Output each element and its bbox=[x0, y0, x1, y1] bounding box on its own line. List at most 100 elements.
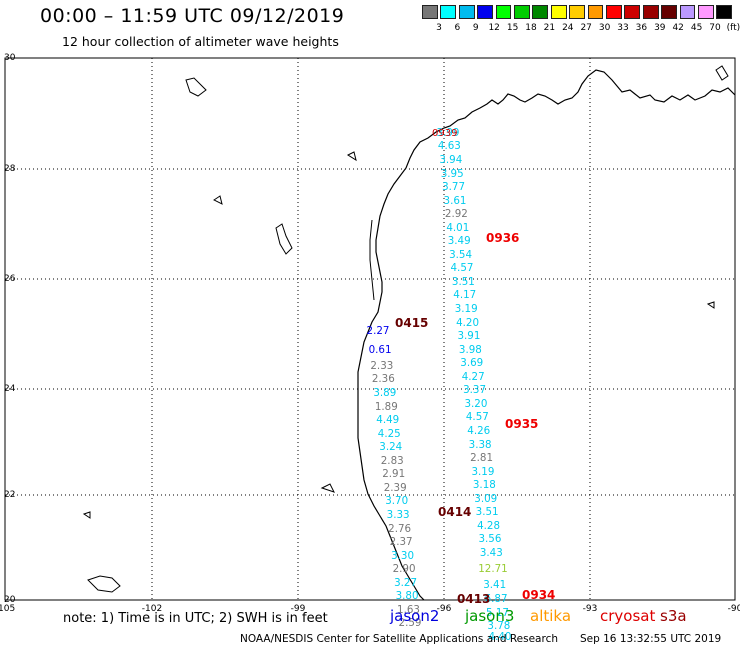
wave-height-value: 3.70 bbox=[385, 495, 409, 508]
wave-height-value: 3.54 bbox=[449, 248, 473, 261]
wave-height-value: 4.25 bbox=[377, 427, 401, 440]
wave-height-value: 4.17 bbox=[453, 289, 477, 302]
lon-label: -105 bbox=[0, 604, 15, 614]
scale-label: 6 bbox=[454, 23, 461, 33]
footer-timestamp: Sep 16 13:32:55 UTC 2019 bbox=[580, 633, 722, 645]
wave-height-value: 4.57 bbox=[465, 411, 489, 424]
scale-label: 39 bbox=[654, 23, 666, 33]
island bbox=[275, 223, 293, 255]
lat-label: 24 bbox=[4, 384, 16, 394]
wave-height-value: 3.94 bbox=[439, 153, 463, 166]
wave-height-value: 4.26 bbox=[467, 424, 491, 437]
scale-swatch bbox=[458, 5, 475, 19]
coastline bbox=[357, 69, 736, 601]
wave-height-value: 3.18 bbox=[472, 479, 496, 492]
wave-height-value: 2.92 bbox=[444, 208, 468, 221]
wave-height-value: 3.56 bbox=[478, 533, 502, 546]
wave-height-value: 3.41 bbox=[483, 579, 507, 592]
wave-height-value: 2.59 bbox=[398, 617, 422, 630]
scale-label: 70 bbox=[709, 23, 721, 33]
wave-height-value: 2.37 bbox=[389, 536, 413, 549]
wave-height-value: 3.95 bbox=[440, 167, 464, 180]
wave-height-value: 2.33 bbox=[370, 359, 394, 372]
mission-s3a: s3a bbox=[660, 607, 687, 625]
scale-swatch bbox=[550, 5, 567, 19]
map-frame bbox=[4, 57, 736, 601]
wave-height-value: 3.43 bbox=[479, 546, 503, 559]
lat-label: 30 bbox=[4, 53, 16, 63]
wave-height-value: 2.83 bbox=[380, 454, 404, 467]
island bbox=[213, 195, 223, 205]
graticule bbox=[5, 58, 735, 600]
island bbox=[87, 575, 121, 593]
wave-height-value: 3.24 bbox=[379, 441, 403, 454]
wave-height-value: 3.20 bbox=[464, 397, 488, 410]
map-title: 00:00 – 11:59 UTC 09/12/2019 bbox=[40, 5, 345, 27]
wave-height-value: 2.27 bbox=[366, 324, 390, 337]
scale-swatch bbox=[606, 5, 622, 19]
lat-label: 26 bbox=[4, 274, 16, 284]
scale-label: 12 bbox=[488, 23, 500, 33]
scale-swatch bbox=[422, 5, 438, 19]
wave-height-value: 4.27 bbox=[461, 370, 485, 383]
scale-label: 36 bbox=[635, 23, 648, 33]
footer-credit: NOAA/NESDIS Center for Satellite Applica… bbox=[240, 633, 558, 645]
wave-height-value: 3.61 bbox=[443, 194, 467, 207]
wave-height-value: 12.71 bbox=[478, 563, 508, 576]
scale-swatch bbox=[661, 5, 677, 19]
latitude-labels: 30 28 26 24 22 20 bbox=[4, 53, 16, 605]
mission-cryosat: cryosat bbox=[600, 607, 656, 625]
scale-label: 33 bbox=[617, 23, 629, 33]
scale-label: 42 bbox=[672, 23, 684, 33]
island bbox=[320, 483, 335, 493]
wave-height-value: 3.77 bbox=[442, 181, 466, 194]
wave-height-value: 3.19 bbox=[471, 465, 495, 478]
wave-height-value: 2.91 bbox=[382, 468, 406, 481]
scale-label: 24 bbox=[562, 23, 574, 33]
lon-label: -99 bbox=[291, 604, 306, 614]
pass-time-label: 0413 bbox=[457, 592, 491, 606]
scale-swatch bbox=[477, 5, 493, 19]
pass-time-label: 0935 bbox=[505, 417, 539, 431]
wave-height-value: 4.57 bbox=[450, 262, 474, 275]
lat-label: 28 bbox=[4, 164, 16, 174]
scale-label: 27 bbox=[580, 23, 592, 33]
barrier-island bbox=[369, 219, 375, 301]
lon-label: -96 bbox=[437, 604, 452, 614]
wave-height-value: 3.19 bbox=[454, 303, 478, 316]
scale-swatch bbox=[698, 5, 714, 19]
wave-height-value: 4.20 bbox=[456, 316, 480, 329]
scale-label: 45 bbox=[690, 23, 703, 33]
wave-height-value: 3.78 bbox=[487, 620, 511, 633]
scale-swatch bbox=[624, 5, 641, 19]
pass-time-label: 0934 bbox=[522, 588, 556, 602]
wave-height-value: 2.39 bbox=[383, 481, 407, 494]
mission-altika: altika bbox=[530, 607, 572, 625]
scale-swatch bbox=[495, 5, 512, 19]
wave-height-value: 3.51 bbox=[451, 275, 475, 288]
pass-time-label: 0414 bbox=[438, 505, 472, 519]
scale-swatch bbox=[514, 5, 530, 19]
wave-height-value: 3.89 bbox=[373, 387, 397, 400]
wave-height-value: 3.27 bbox=[394, 576, 418, 589]
scale-label: 30 bbox=[598, 23, 611, 33]
wave-height-value: 3.38 bbox=[468, 438, 492, 451]
scale-swatch bbox=[532, 5, 549, 19]
pass-time-label: 0415 bbox=[395, 316, 429, 330]
scale-label: 21 bbox=[543, 23, 556, 33]
wave-height-value: 3.99 bbox=[436, 126, 460, 139]
longitude-labels: -105 -102 -99 -96 -93 -90 bbox=[0, 604, 740, 614]
wave-height-value: 4.01 bbox=[446, 221, 470, 234]
wave-height-value: 3.30 bbox=[391, 549, 415, 562]
lat-label: 22 bbox=[4, 490, 15, 500]
scale-swatch bbox=[569, 5, 585, 19]
pass-time-label: 0936 bbox=[486, 231, 520, 245]
wave-height-value: 6.87 bbox=[484, 593, 508, 605]
wave-height-value: 0.61 bbox=[368, 343, 392, 356]
scale-label: 15 bbox=[506, 23, 519, 33]
lon-label: -90 bbox=[728, 604, 740, 614]
wave-height-value: 2.76 bbox=[388, 522, 412, 535]
scale-label: 9 bbox=[472, 23, 479, 33]
map-subtitle: 12 hour collection of altimeter wave hei… bbox=[62, 34, 339, 49]
